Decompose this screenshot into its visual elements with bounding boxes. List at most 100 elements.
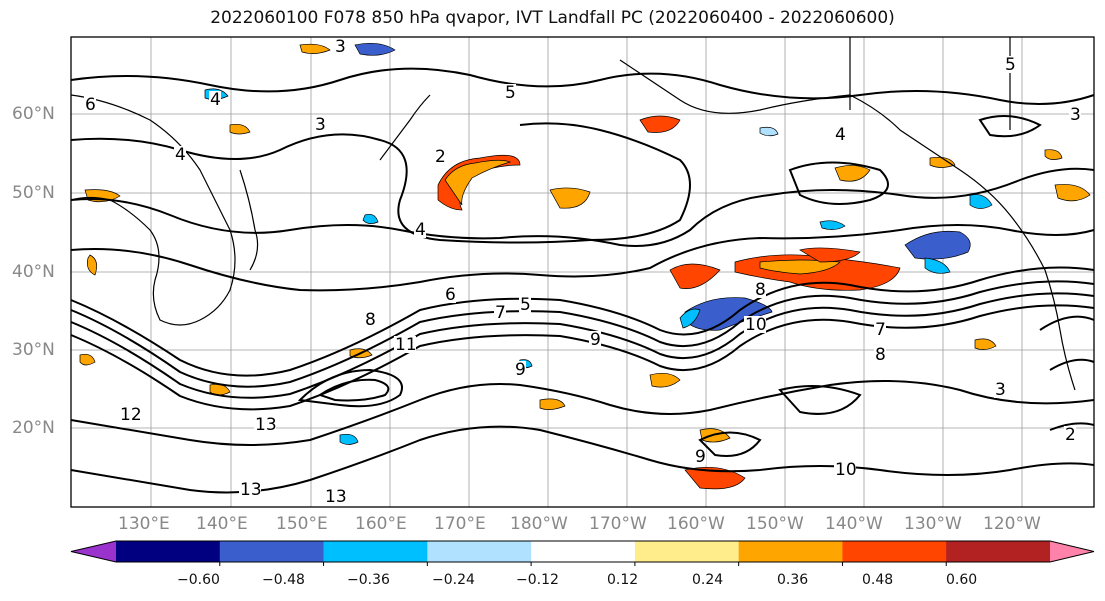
lon-label-140e: 140°E — [196, 514, 248, 534]
colorbar-tick: −0.24 — [432, 572, 475, 588]
contour-label-background — [754, 281, 766, 298]
contour-label-background — [514, 361, 526, 378]
contour-labels: 3 4 5 6 2 4 3 4 3 5 6 7 8 9 10 11 12 13 13 13 10 9 8 7 3 2 9 8 4 5 — [84, 37, 1081, 507]
contour-label: 2 — [435, 147, 446, 167]
colorbar-tick: −0.60 — [177, 572, 220, 588]
contour-label-background — [834, 461, 856, 478]
colorbar-tick: 0.24 — [692, 572, 724, 588]
contour-label: 7 — [875, 320, 886, 340]
contour-label-background — [874, 346, 886, 363]
contour-label-background — [994, 381, 1006, 398]
contour-label: 8 — [875, 345, 886, 365]
colorbar-segment — [842, 541, 947, 562]
contour-label: 3 — [995, 380, 1006, 400]
contour-label-background — [364, 311, 376, 328]
contour-label: 6 — [445, 285, 456, 305]
contour-label: 10 — [745, 315, 767, 335]
contour-lines — [70, 67, 1095, 494]
contour-label: 12 — [120, 405, 142, 425]
lon-label-130e: 130°E — [118, 514, 170, 534]
contour-label-background — [334, 38, 346, 55]
contour-label-background — [239, 481, 261, 498]
contour-label: 13 — [325, 487, 347, 507]
lon-label-180w: 180°W — [510, 514, 568, 534]
contour-label-background — [444, 286, 456, 303]
colorbar-segment — [323, 541, 428, 562]
contour-label-background — [834, 126, 846, 143]
colorbar-segment — [634, 541, 740, 562]
contour-label: 3 — [335, 37, 346, 57]
lon-label-170w: 170°W — [589, 514, 647, 534]
contour-label: 2 — [1065, 425, 1076, 445]
contour-label-background — [874, 321, 886, 338]
contour-label: 4 — [175, 145, 186, 165]
contour-label-background — [494, 304, 506, 321]
lon-label-170e: 170°E — [434, 514, 486, 534]
colorbar-tick: −0.36 — [347, 572, 390, 588]
contour-label: 13 — [240, 480, 262, 500]
contour-label: 7 — [495, 303, 506, 323]
colorbar-tick: 0.48 — [862, 572, 894, 588]
colorbar-segment — [946, 541, 1051, 562]
lon-label-160w: 160°W — [667, 514, 725, 534]
map-frame — [70, 36, 1095, 508]
contour-label: 3 — [315, 115, 326, 135]
colorbar-tick: −0.12 — [516, 572, 559, 588]
contour-label-background — [1004, 56, 1016, 73]
lon-label-120w: 120°W — [983, 514, 1041, 534]
contour-label: 5 — [1005, 55, 1016, 75]
contour-label-background — [504, 84, 516, 101]
contour-label: 5 — [505, 83, 516, 103]
contour-label: 5 — [520, 295, 531, 315]
contour-label: 8 — [365, 310, 376, 330]
colorbar-segment — [116, 541, 221, 562]
contour-label-background — [84, 96, 96, 113]
contour-label: 9 — [515, 360, 526, 380]
contour-label-background — [394, 336, 416, 353]
contour-label-background — [324, 488, 346, 505]
colorbar-tick: −0.48 — [262, 572, 305, 588]
lon-label-130w: 130°W — [904, 514, 962, 534]
contour-label: 9 — [695, 447, 706, 467]
colorbar — [70, 540, 1095, 566]
contour-label-background — [694, 448, 706, 465]
lon-label-150e: 150°E — [276, 514, 328, 534]
colorbar-segment — [219, 541, 325, 562]
colorbar-outline — [70, 540, 1095, 563]
contour-label-background — [744, 316, 766, 333]
contour-label: 4 — [415, 220, 426, 240]
contour-label-background — [1064, 426, 1076, 443]
contour-label: 4 — [835, 125, 846, 145]
contour-label: 13 — [255, 415, 277, 435]
colorbar-tick: 0.36 — [777, 572, 809, 588]
lat-label-60n: 60°N — [12, 104, 55, 124]
lat-label-40n: 40°N — [12, 262, 55, 282]
colorbar-extend-low — [71, 541, 116, 562]
contour-label: 4 — [210, 90, 221, 110]
colorbar-extend-high — [1050, 541, 1094, 562]
contour-label: 6 — [85, 95, 96, 115]
colorbar-tick: 0.12 — [607, 572, 639, 588]
colorbar-segment — [427, 541, 532, 562]
contour-label: 3 — [1070, 105, 1081, 125]
contour-label: 9 — [590, 330, 601, 350]
colorbar-segment — [531, 541, 636, 562]
lon-label-140w: 140°W — [825, 514, 883, 534]
lon-label-160e: 160°E — [355, 514, 407, 534]
contour-label-background — [209, 91, 221, 108]
contour-label-background — [174, 146, 186, 163]
contour-label: 8 — [755, 280, 766, 300]
contour-label-background — [254, 416, 276, 433]
contour-label-background — [434, 148, 446, 165]
lon-label-150w: 150°W — [746, 514, 804, 534]
contour-label-background — [119, 406, 141, 423]
lat-label-30n: 30°N — [12, 340, 55, 360]
contour-label-background — [589, 331, 601, 348]
map-title: 2022060100 F078 850 hPa qvapor, IVT Land… — [210, 8, 895, 28]
contour-label: 11 — [395, 335, 417, 355]
contour-label-background — [519, 296, 531, 313]
lat-label-20n: 20°N — [12, 418, 55, 438]
contour-label-background — [314, 116, 326, 133]
colorbar-tick: 0.60 — [946, 572, 978, 588]
